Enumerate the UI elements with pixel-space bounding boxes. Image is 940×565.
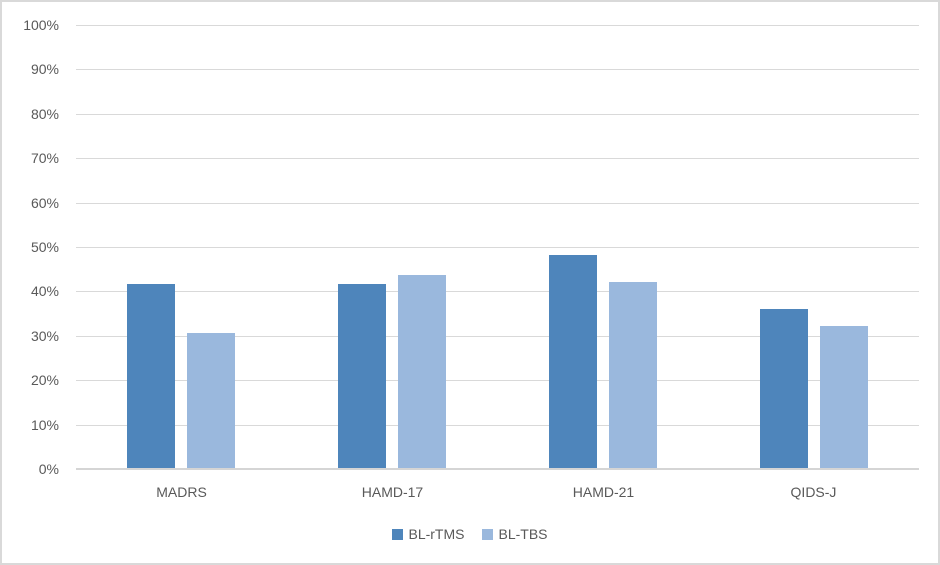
category-label-MADRS: MADRS: [156, 484, 207, 500]
y-axis-tick-label: 80%: [30, 105, 59, 122]
legend-item-BL-TBS: BL-TBS: [482, 526, 548, 542]
category-label-HAMD-17: HAMD-17: [361, 484, 424, 500]
bar-BL-rTMS-QIDS-J: [760, 309, 808, 468]
gridline: [76, 113, 919, 115]
legend-label: BL-TBS: [498, 526, 548, 542]
bar-BL-TBS-MADRS: [187, 333, 235, 468]
bar-BL-rTMS-MADRS: [127, 284, 175, 468]
y-axis-tick-label: 90%: [30, 61, 59, 78]
bar-BL-rTMS-HAMD-17: [338, 284, 386, 468]
gridline: [76, 202, 919, 204]
y-axis-tick-label: 70%: [30, 150, 59, 167]
y-axis-tick-label: 50%: [30, 239, 59, 255]
y-axis-tick-label: 100%: [23, 17, 59, 33]
bar-BL-TBS-HAMD-21: [609, 282, 657, 468]
gridline: [76, 69, 919, 71]
y-axis-tick-label: 30%: [30, 327, 59, 344]
y-axis-tick-label: 20%: [30, 372, 59, 389]
legend-swatch-icon: [482, 528, 494, 540]
y-axis-tick-label: 0%: [38, 461, 59, 477]
y-axis-tick-label: 10%: [30, 416, 59, 433]
chart-legend: BL-rTMS BL-TBS: [2, 527, 938, 541]
category-label-QIDS-J: QIDS-J: [790, 484, 837, 500]
y-axis-tick-label: 40%: [30, 283, 59, 300]
category-label-HAMD-21: HAMD-21: [572, 484, 635, 500]
legend-label: BL-rTMS: [408, 526, 465, 542]
bar-BL-TBS-HAMD-17: [398, 275, 446, 468]
gridline: [76, 291, 919, 293]
bar-BL-rTMS-HAMD-21: [549, 255, 597, 468]
x-axis-line: [76, 468, 919, 470]
gridline: [76, 158, 919, 160]
legend-item-BL-rTMS: BL-rTMS: [392, 527, 464, 541]
bar-BL-TBS-QIDS-J: [820, 326, 868, 468]
gridline: [76, 247, 919, 248]
legend-swatch-icon: [392, 528, 404, 540]
y-axis-tick-label: 60%: [30, 194, 59, 211]
gridline: [76, 25, 919, 26]
